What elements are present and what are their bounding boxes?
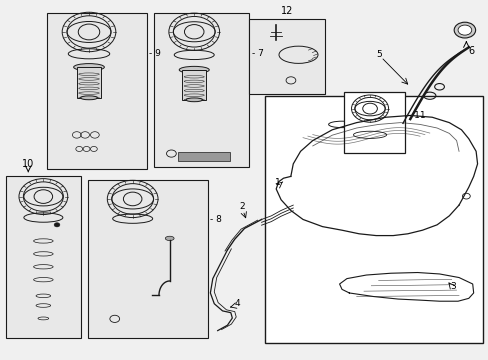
- Text: 6: 6: [468, 46, 474, 56]
- Circle shape: [54, 223, 60, 227]
- Circle shape: [453, 22, 475, 38]
- Text: 1: 1: [275, 178, 281, 187]
- Ellipse shape: [81, 96, 97, 100]
- Text: - 9: - 9: [149, 49, 161, 58]
- Text: 2: 2: [239, 202, 245, 211]
- Text: 3: 3: [449, 282, 455, 291]
- Circle shape: [457, 25, 471, 35]
- Bar: [77, 67, 101, 98]
- Ellipse shape: [165, 236, 174, 240]
- Ellipse shape: [74, 64, 104, 71]
- Bar: [344, 92, 405, 153]
- Text: - 8: - 8: [210, 215, 222, 224]
- Bar: [264, 96, 483, 343]
- Bar: [154, 13, 249, 167]
- Bar: [5, 176, 81, 338]
- Bar: [182, 70, 205, 100]
- Ellipse shape: [185, 98, 202, 102]
- Bar: [178, 152, 230, 161]
- Text: - 11: - 11: [407, 111, 425, 120]
- Bar: [88, 180, 207, 338]
- Text: 5: 5: [375, 50, 381, 59]
- Bar: [47, 13, 147, 169]
- Text: - 7: - 7: [251, 49, 263, 58]
- Text: 4: 4: [234, 299, 240, 308]
- Text: 12: 12: [281, 6, 293, 16]
- Text: 10: 10: [22, 159, 34, 170]
- Bar: [249, 19, 325, 94]
- Ellipse shape: [179, 66, 209, 73]
